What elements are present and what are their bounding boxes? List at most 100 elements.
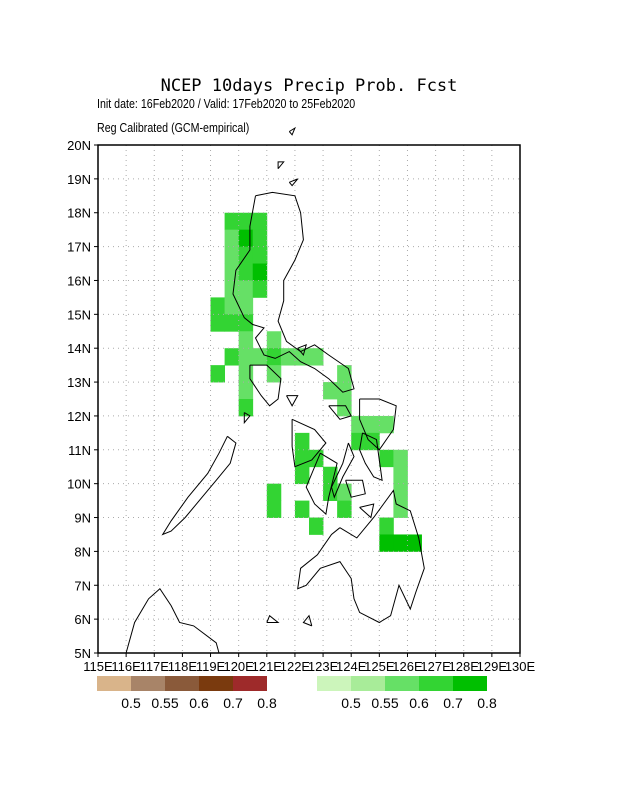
prob-cell — [224, 212, 240, 231]
legend-swatch — [351, 676, 385, 691]
prob-cell — [294, 500, 310, 518]
coastline-segment — [232, 191, 355, 393]
lat-label: 14N — [67, 341, 91, 356]
legend-label: 0.8 — [477, 695, 497, 711]
legend-label: 0.5 — [341, 695, 361, 711]
legend-swatch — [199, 676, 233, 691]
prob-cell — [309, 449, 324, 468]
coastline-segment — [266, 614, 280, 623]
prob-cell — [238, 314, 254, 332]
prob-cell — [252, 263, 268, 281]
coastline-segment — [288, 178, 299, 187]
prob-cell — [238, 263, 254, 281]
lat-label: 10N — [67, 477, 91, 492]
lat-label: 13N — [67, 375, 91, 390]
legend-swatch — [453, 676, 487, 691]
prob-cell — [224, 348, 240, 366]
prob-cell — [337, 365, 352, 383]
lat-label: 16N — [67, 273, 91, 288]
coastline-segment — [359, 503, 375, 519]
lat-label: 9N — [74, 511, 91, 526]
coastline-segment — [297, 489, 425, 624]
prob-cell — [238, 229, 254, 247]
legend-swatch — [385, 676, 419, 691]
lat-label: 5N — [74, 646, 91, 661]
prob-cell — [238, 348, 254, 366]
coastline-segment — [286, 395, 299, 407]
coastline-segment — [277, 161, 285, 170]
coastline-segment — [302, 614, 313, 627]
legend-label: 0.5 — [121, 695, 141, 711]
lat-label: 15N — [67, 307, 91, 322]
plot-frame — [97, 144, 521, 654]
legend-swatch — [419, 676, 453, 691]
legend-label: 0.7 — [443, 695, 463, 711]
prob-cell — [280, 348, 296, 366]
subtitle-dates: Init date: 16Feb2020 / Valid: 17Feb2020 … — [97, 96, 356, 111]
coastline-segment — [297, 343, 307, 357]
prob-cell — [266, 365, 282, 383]
lat-label: 6N — [74, 612, 91, 627]
prob-cell — [379, 415, 394, 434]
coastline-segment — [359, 398, 397, 451]
coastline-segment — [125, 587, 220, 654]
prob-cell — [238, 399, 254, 417]
legend-swatch — [97, 676, 131, 691]
prob-cell — [224, 246, 240, 264]
probability-cells — [210, 212, 422, 552]
prob-cell — [323, 466, 338, 485]
lon-label: 122E — [280, 659, 311, 674]
legend-label: 0.8 — [257, 695, 277, 711]
prob-cell — [224, 229, 240, 247]
prob-cell — [266, 483, 282, 501]
legend-label: 0.55 — [371, 695, 398, 711]
coastline-segment — [291, 418, 327, 468]
lat-label: 8N — [74, 544, 91, 559]
coastline-segment — [359, 432, 383, 482]
lon-label: 118E — [168, 659, 198, 674]
coastline-segment — [288, 126, 296, 136]
prob-cell — [323, 382, 338, 400]
longitude-axis: 115E116E117E118E119E120E121E122E123E124E… — [83, 653, 536, 674]
legend-swatch — [131, 676, 165, 691]
prob-cell — [309, 517, 324, 535]
legend-label: 0.7 — [223, 695, 243, 711]
prob-cell — [224, 263, 240, 281]
lon-label: 128E — [449, 659, 480, 674]
prob-cell — [252, 348, 268, 366]
prob-cell — [365, 415, 380, 434]
lat-label: 12N — [67, 409, 91, 424]
legend-label: 0.55 — [151, 695, 178, 711]
prob-cell — [379, 517, 394, 535]
coastline-segment — [330, 442, 355, 499]
lon-label: 126E — [392, 659, 423, 674]
prob-cell — [379, 534, 394, 552]
lon-label: 116E — [111, 659, 141, 674]
prob-cell — [224, 314, 240, 332]
prob-cell — [351, 415, 366, 434]
prob-cell — [266, 348, 282, 366]
lat-label: 20N — [67, 138, 91, 153]
prob-cell — [337, 500, 352, 518]
lat-label: 7N — [74, 578, 91, 593]
prob-cell — [238, 280, 254, 298]
prob-cell — [294, 348, 310, 366]
lat-label: 17N — [67, 240, 91, 255]
coastline-segment — [345, 479, 366, 498]
prob-cell — [210, 314, 225, 332]
prob-cell — [393, 534, 408, 552]
prob-cell — [393, 483, 408, 501]
prob-cell — [238, 297, 254, 315]
prob-cell — [351, 432, 366, 451]
coastline — [125, 126, 425, 654]
prob-cell — [252, 280, 268, 298]
lon-label: 120E — [223, 659, 254, 674]
prob-cell — [393, 449, 408, 468]
lon-label: 123E — [308, 659, 339, 674]
legend-label: 0.6 — [409, 695, 429, 711]
prob-cell — [309, 348, 324, 366]
prob-cell — [393, 466, 408, 485]
prob-cell — [337, 382, 352, 400]
